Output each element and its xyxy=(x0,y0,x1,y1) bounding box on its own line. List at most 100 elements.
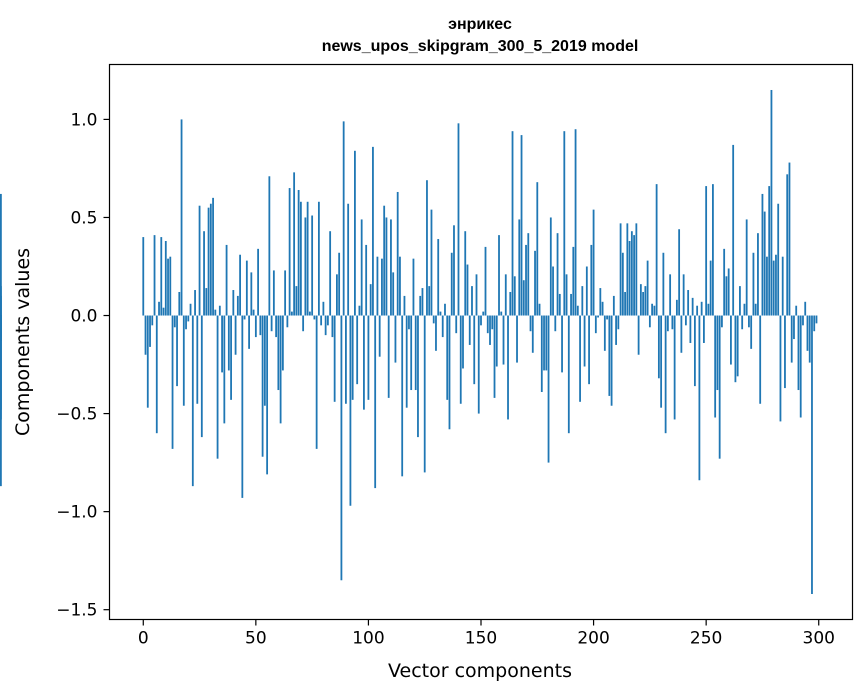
chart-subtitle: news_upos_skipgram_300_5_2019 model xyxy=(322,38,639,55)
bar xyxy=(446,315,449,400)
chart-title: энрикес xyxy=(448,16,512,33)
bar xyxy=(500,311,503,316)
bar xyxy=(563,131,566,316)
y-tick-label: 0.0 xyxy=(70,307,97,327)
bar xyxy=(653,305,656,316)
bar xyxy=(329,231,332,316)
bar xyxy=(642,291,645,316)
bar xyxy=(272,270,275,316)
bar xyxy=(745,219,748,316)
bar xyxy=(419,295,422,316)
bar xyxy=(441,315,444,338)
bar xyxy=(0,193,2,316)
bar xyxy=(581,286,584,316)
bar xyxy=(766,256,768,316)
bar xyxy=(191,315,194,487)
bar xyxy=(615,315,617,345)
bar xyxy=(734,315,737,383)
bar xyxy=(799,315,802,418)
bar xyxy=(703,315,705,343)
bar xyxy=(675,299,678,316)
bar xyxy=(597,315,599,318)
bar xyxy=(162,307,165,316)
bar xyxy=(146,315,149,408)
bar xyxy=(621,252,624,316)
bar xyxy=(797,315,800,391)
bar xyxy=(317,201,320,316)
bar xyxy=(504,274,507,316)
bar xyxy=(572,246,575,316)
bar xyxy=(396,191,399,316)
bar xyxy=(534,250,536,316)
bar xyxy=(270,315,273,332)
bar xyxy=(212,197,214,316)
bar xyxy=(306,201,309,316)
bar xyxy=(619,223,622,316)
bar xyxy=(808,315,811,363)
bar xyxy=(759,315,762,404)
bar xyxy=(421,288,424,316)
bar xyxy=(313,315,316,320)
bar xyxy=(205,288,208,316)
x-tick-label: 50 xyxy=(245,629,267,649)
bar xyxy=(721,315,723,328)
bar xyxy=(290,311,293,316)
x-tick-label: 0 xyxy=(138,629,149,649)
bar xyxy=(716,315,719,391)
bar xyxy=(381,258,383,316)
bar xyxy=(689,315,692,343)
bar xyxy=(552,266,554,316)
bar xyxy=(356,315,359,385)
bar xyxy=(207,207,210,316)
bar xyxy=(633,235,635,316)
bar xyxy=(245,260,248,316)
bar xyxy=(275,315,278,338)
bar xyxy=(540,315,543,392)
bar xyxy=(757,233,759,316)
bar xyxy=(682,274,685,316)
bar xyxy=(254,315,257,338)
bar xyxy=(322,301,325,316)
bar xyxy=(367,315,370,400)
bar xyxy=(781,256,784,316)
bar xyxy=(518,219,521,316)
bar xyxy=(448,315,451,430)
bar xyxy=(444,303,446,316)
bar xyxy=(588,315,590,385)
bar xyxy=(259,315,262,336)
bar xyxy=(336,274,338,316)
bar xyxy=(714,315,717,418)
bar xyxy=(466,264,469,316)
bar xyxy=(374,315,377,489)
bar xyxy=(793,315,795,340)
bar xyxy=(671,315,674,330)
bar xyxy=(489,315,491,345)
bar xyxy=(450,252,453,316)
bar xyxy=(761,193,764,316)
bar xyxy=(779,315,782,422)
bar xyxy=(502,315,505,365)
bar xyxy=(509,291,512,316)
bar xyxy=(426,180,428,316)
bar xyxy=(187,315,190,322)
bar xyxy=(464,231,467,316)
bar xyxy=(234,315,237,355)
bar xyxy=(221,315,223,373)
bar xyxy=(214,309,217,316)
bar xyxy=(189,303,192,316)
bar xyxy=(648,315,651,328)
bar xyxy=(549,217,552,316)
bar xyxy=(723,248,726,316)
bar xyxy=(484,246,487,316)
bar xyxy=(655,184,658,316)
bar xyxy=(786,174,789,316)
bar xyxy=(617,315,620,330)
bar xyxy=(516,315,518,363)
bar xyxy=(696,305,699,316)
bar xyxy=(351,315,354,400)
bar xyxy=(775,254,777,316)
bar xyxy=(610,315,613,406)
bar xyxy=(432,315,435,324)
bar xyxy=(684,315,687,326)
